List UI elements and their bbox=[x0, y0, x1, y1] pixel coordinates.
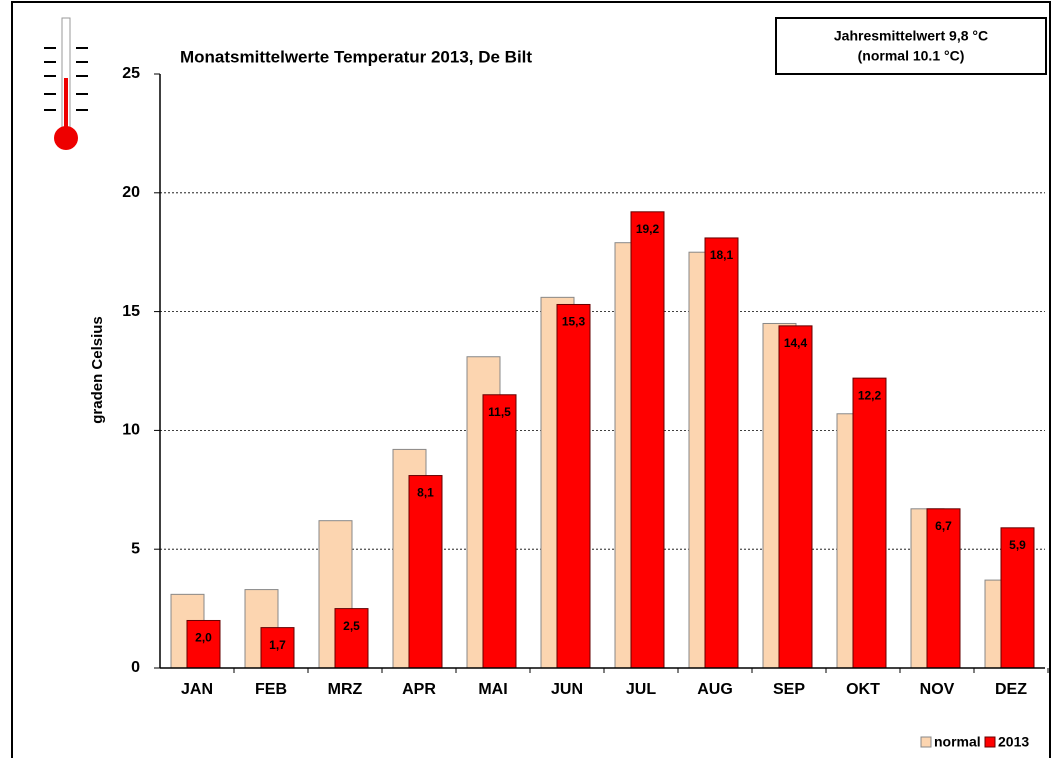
data-label: 18,1 bbox=[710, 248, 734, 262]
data-label: 1,7 bbox=[269, 638, 286, 652]
data-label: 11,5 bbox=[488, 405, 511, 419]
bar bbox=[852, 377, 887, 669]
x-tick-label: JUN bbox=[551, 681, 583, 698]
y-axis-label: graden Celsius bbox=[89, 316, 106, 424]
annotation: (normal 10.1 °C) bbox=[858, 48, 965, 64]
legend-swatch bbox=[920, 736, 932, 748]
x-tick-label: MAI bbox=[478, 681, 507, 698]
bar bbox=[630, 211, 665, 669]
data-label: 2,0 bbox=[195, 631, 212, 645]
data-label: 6,7 bbox=[935, 519, 952, 533]
data-label: 8,1 bbox=[417, 486, 434, 500]
x-tick-label: SEP bbox=[773, 681, 805, 698]
chart-title: Monatsmittelwerte Temperatur 2013, De Bi… bbox=[180, 47, 532, 66]
x-tick-label: DEZ bbox=[995, 681, 1027, 698]
x-tick-label: FEB bbox=[255, 681, 287, 698]
legend-label: 2013 bbox=[998, 734, 1029, 750]
y-tick-label: 0 bbox=[131, 659, 140, 676]
frame bbox=[11, 1, 1051, 758]
data-label: 14,4 bbox=[784, 336, 808, 350]
x-tick-label: JAN bbox=[181, 681, 213, 698]
legend-swatch bbox=[984, 736, 996, 748]
y-tick-label: 20 bbox=[122, 184, 140, 201]
x-tick-label: JUL bbox=[626, 681, 656, 698]
data-label: 2,5 bbox=[343, 619, 360, 633]
bar bbox=[1000, 527, 1035, 669]
x-tick-label: OKT bbox=[846, 681, 880, 698]
bar bbox=[334, 608, 369, 669]
y-tick-label: 15 bbox=[122, 303, 140, 320]
annotation: Jahresmittelwert 9,8 °C bbox=[834, 28, 988, 44]
bar bbox=[186, 619, 221, 669]
bar bbox=[926, 508, 961, 669]
bar bbox=[408, 475, 443, 669]
y-tick-label: 10 bbox=[122, 422, 140, 439]
bar bbox=[556, 303, 591, 669]
bar bbox=[778, 325, 813, 669]
data-label: 12,2 bbox=[858, 388, 882, 402]
bar bbox=[260, 627, 295, 669]
data-label: 15,3 bbox=[562, 315, 586, 329]
x-tick-label: APR bbox=[402, 681, 436, 698]
x-tick-label: AUG bbox=[697, 681, 733, 698]
y-tick-label: 5 bbox=[131, 540, 140, 557]
bar bbox=[482, 394, 517, 669]
x-tick-label: MRZ bbox=[328, 681, 363, 698]
y-tick-label: 25 bbox=[122, 65, 140, 82]
data-label: 19,2 bbox=[636, 222, 660, 236]
x-tick-label: NOV bbox=[920, 681, 955, 698]
annotation-box bbox=[775, 17, 1047, 75]
thermometer-icon bbox=[44, 17, 88, 150]
bar bbox=[704, 237, 739, 669]
data-label: 5,9 bbox=[1009, 538, 1026, 552]
legend-label: normal bbox=[934, 734, 981, 750]
